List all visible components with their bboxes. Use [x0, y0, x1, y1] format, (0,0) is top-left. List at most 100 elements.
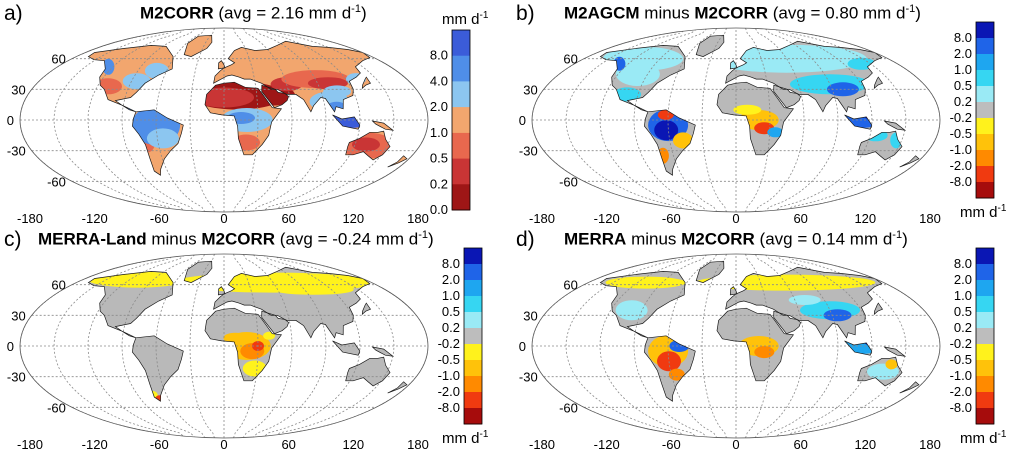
- colorbar-d-label: -2.0: [950, 384, 972, 399]
- land-in2: [884, 347, 905, 357]
- data-patch: [826, 82, 859, 97]
- lat-tick-label: -60: [559, 400, 578, 415]
- map-frame: [531, 253, 941, 439]
- colorbar-b-swatch: [976, 38, 994, 55]
- longitude-line: [233, 254, 259, 438]
- land-in2: [372, 347, 393, 357]
- lon-tick-label: -180: [529, 211, 555, 225]
- coast-au: [857, 356, 903, 387]
- title-unit-exponent: -1: [905, 3, 916, 15]
- colorbar-a-swatch: [452, 158, 470, 185]
- longitude-line: [599, 28, 699, 212]
- colorbar-a-swatch: [452, 107, 470, 134]
- colorbar-d-label: 8.0: [954, 256, 972, 271]
- land-ar: [773, 85, 801, 108]
- coast-in2: [883, 120, 907, 131]
- panel-c: c) MERRA-Land minus M2CORR (avg = -0.24 …: [0, 226, 512, 451]
- title-unit-exponent: -1: [351, 3, 361, 15]
- title-close: ): [915, 3, 921, 23]
- coast-in2: [883, 346, 907, 357]
- colorbar-d-swatch: [976, 280, 994, 297]
- title-close: ): [902, 229, 908, 249]
- unit-text: mm d: [960, 430, 998, 447]
- lon-tick-label: 120: [342, 437, 364, 451]
- longitude-line: [764, 254, 839, 438]
- data-patch: [223, 332, 248, 343]
- colorbar-b-swatch: [976, 102, 994, 119]
- land-gr: [696, 261, 724, 283]
- coast-sa: [132, 109, 184, 176]
- longitude-line: [773, 254, 873, 438]
- lat-tick-label: -60: [47, 174, 66, 189]
- longitude-line: [565, 254, 689, 438]
- lat-tick-label: -30: [519, 144, 538, 159]
- title-unit-exponent: -1: [892, 229, 903, 241]
- data-patch: [654, 120, 679, 141]
- colorbar-d-label: -0.2: [950, 336, 972, 351]
- lon-tick-label: 120: [854, 211, 876, 225]
- coast-jp: [873, 76, 884, 90]
- colorbar-unit: mm d-1: [960, 203, 1006, 221]
- colorbar-c-label: 8.0: [442, 256, 460, 271]
- coast-au: [345, 356, 391, 387]
- lat-tick-label: -30: [7, 144, 26, 159]
- colorbar-a-label: 0.0: [430, 202, 448, 217]
- land-ar: [773, 311, 801, 334]
- lat-tick-label: 60: [563, 278, 577, 293]
- title-reference: M2CORR: [201, 229, 276, 249]
- longitude-line: [189, 28, 215, 212]
- coast-in1: [844, 340, 873, 356]
- panel-title: M2AGCM minus M2CORR (avg = 0.80 mm d-1): [564, 3, 921, 24]
- longitude-line: [754, 254, 805, 438]
- lon-tick-label: 120: [342, 211, 364, 225]
- colorbar-b-swatch: [976, 86, 994, 103]
- panel-letter: d): [516, 228, 535, 251]
- colorbar-a-label: 0.2: [430, 176, 448, 191]
- coast-nz: [387, 381, 408, 394]
- data-patch: [733, 104, 762, 115]
- panel-title: MERRA minus M2CORR (avg = 0.14 mm d-1): [564, 229, 908, 250]
- coast-jp: [361, 302, 372, 316]
- lat-tick-label: 0: [7, 339, 14, 354]
- longitude-line: [271, 28, 395, 212]
- colorbar-a-frame: [451, 29, 471, 211]
- lat-tick-label: -60: [559, 174, 578, 189]
- map-b: 60 30 0 -30 -60 -180 -120 -60 0 60 120 180 8.02.01.0…: [519, 21, 995, 225]
- panel-letter: b): [516, 2, 535, 25]
- title-close: ): [428, 229, 434, 249]
- colorbar-d-label: -1.0: [950, 368, 972, 383]
- colorbar-b-swatch: [976, 150, 994, 167]
- colorbar-b-label: -0.2: [950, 110, 972, 125]
- lat-tick-label: -30: [519, 370, 538, 385]
- coast-af: [204, 307, 283, 382]
- panel-title: M2CORR (avg = 2.16 mm d-1): [140, 3, 367, 24]
- lon-tick-label: -120: [594, 211, 620, 225]
- lat-tick-label: 30: [11, 308, 25, 323]
- colorbar-a-swatch: [452, 132, 470, 160]
- colorbar-b-label: 0.2: [954, 94, 972, 109]
- longitude-line: [754, 28, 805, 212]
- lon-tick-label: 0: [732, 211, 739, 225]
- data-patch: [613, 87, 642, 102]
- colorbar-d-frame: [975, 247, 995, 425]
- longitude-line: [745, 254, 771, 438]
- longitude-line: [667, 254, 718, 438]
- title-minus: minus: [146, 229, 202, 249]
- coast-au: [857, 130, 903, 161]
- colorbar-c-swatch: [464, 344, 482, 361]
- land-na: [88, 271, 174, 338]
- data-patch: [194, 87, 254, 108]
- coast-uk: [729, 60, 738, 70]
- colorbar-d-swatch: [976, 264, 994, 281]
- longitude-line: [773, 28, 873, 212]
- colorbar-c-swatch: [464, 264, 482, 281]
- land-in2: [884, 121, 905, 131]
- coast-ar: [773, 84, 802, 109]
- land-jp: [874, 303, 883, 315]
- colorbar-unit: mm d-1: [442, 429, 488, 447]
- colorbar-b-swatch: [976, 54, 994, 71]
- colorbar-d-label: 1.0: [954, 288, 972, 303]
- lon-tick-label: 60: [281, 437, 295, 451]
- coast-ar: [773, 310, 802, 335]
- colorbar-c-swatch: [464, 248, 482, 265]
